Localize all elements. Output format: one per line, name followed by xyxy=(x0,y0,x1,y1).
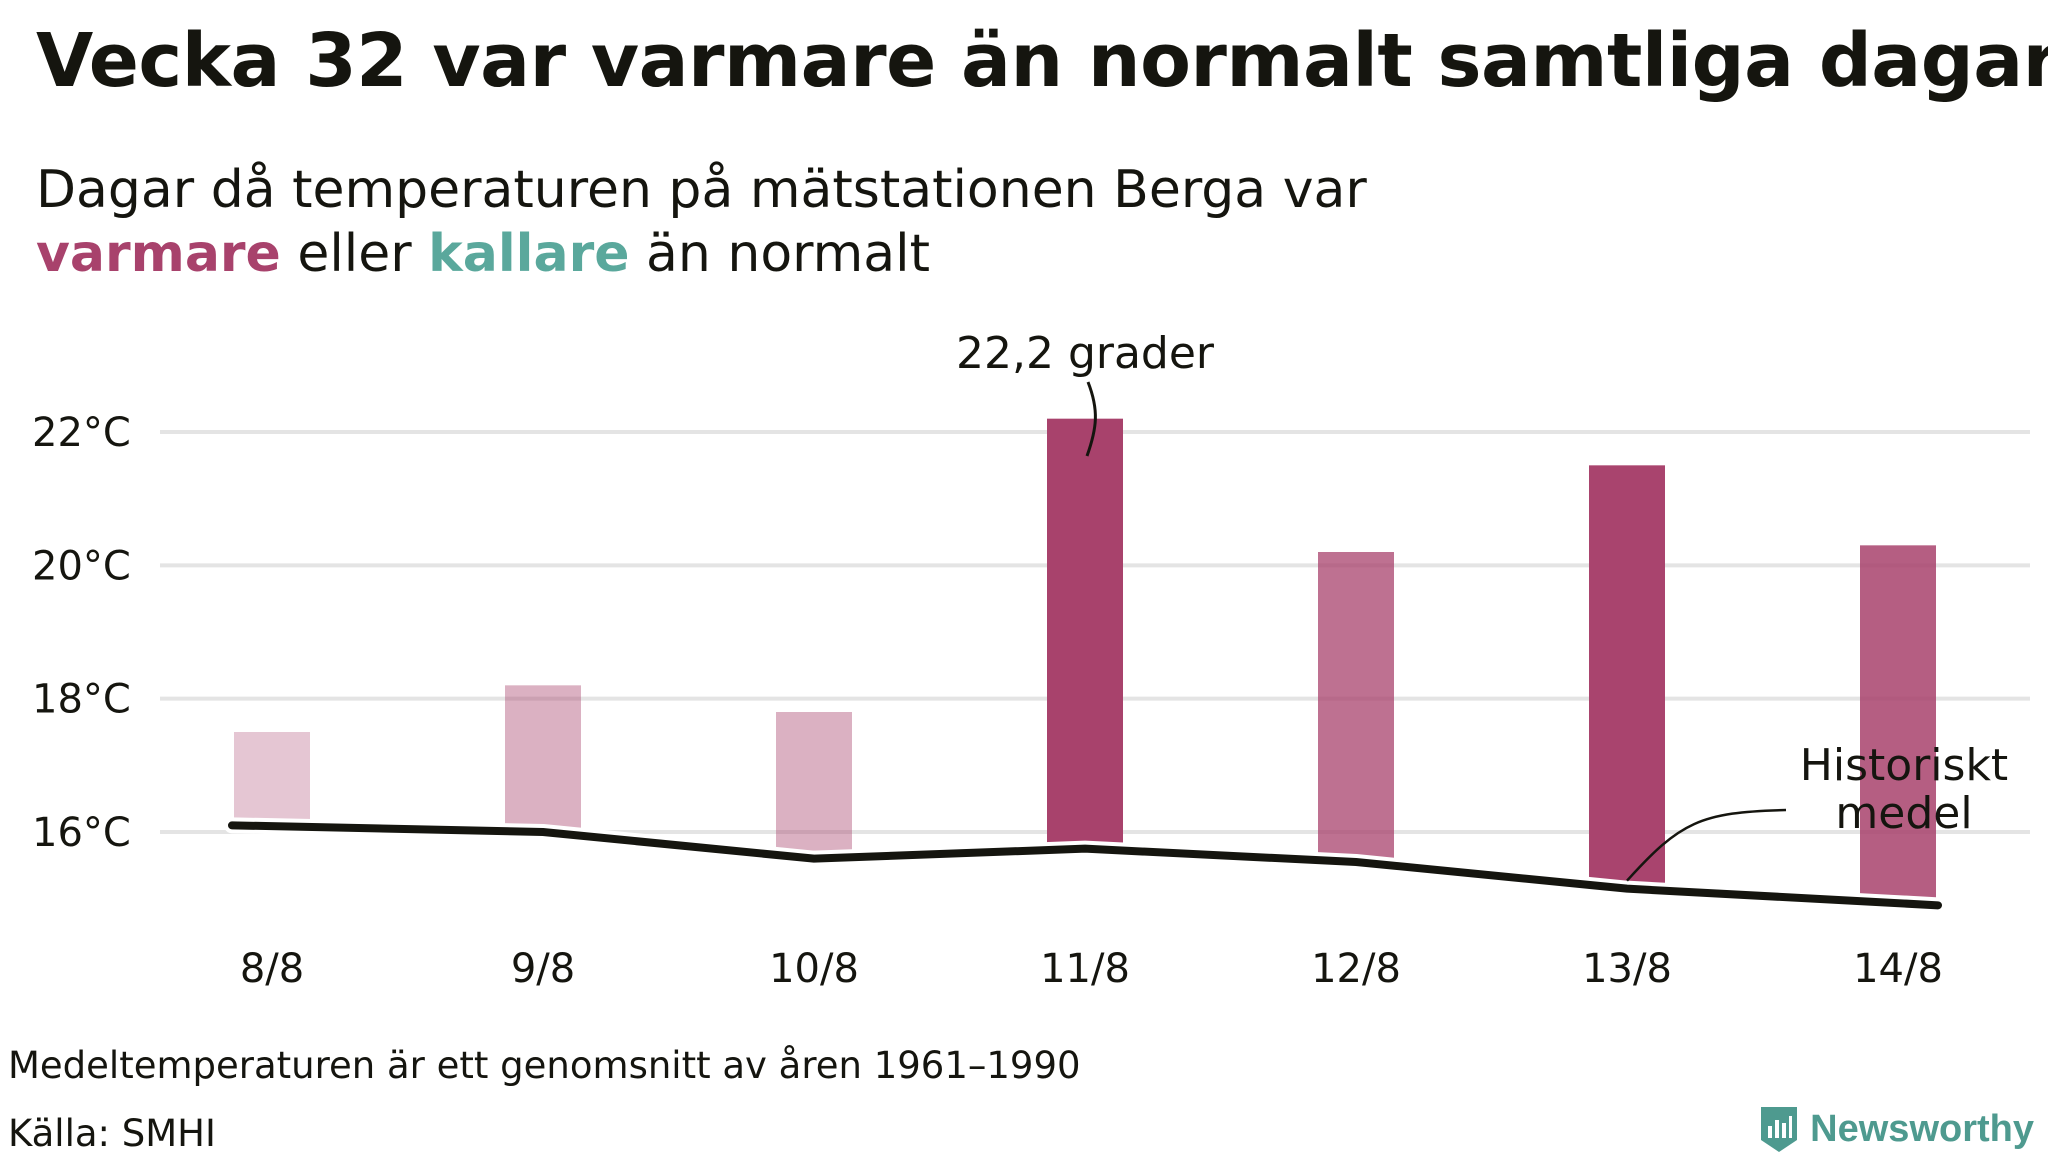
source-note: Källa: SMHI xyxy=(8,1112,216,1155)
x-tick-label: 14/8 xyxy=(1853,946,1943,992)
bar xyxy=(1318,552,1394,862)
chart-title: Vecka 32 var varmare än normalt samtliga… xyxy=(36,18,2048,104)
subtitle-middle: eller xyxy=(297,224,412,284)
historical-label-line-2: medel xyxy=(1835,788,1972,839)
bar xyxy=(1860,545,1936,906)
newsworthy-logo-icon xyxy=(1761,1107,1798,1152)
bar xyxy=(505,685,581,832)
footnote: Medeltemperaturen är ett genomsnitt av å… xyxy=(8,1044,1081,1087)
brand-name: Newsworthy xyxy=(1810,1107,2034,1150)
legend-cold-word: kallare xyxy=(428,224,630,284)
max-annotation: 22,2 grader xyxy=(956,328,1215,379)
max-annotation-leader xyxy=(1085,381,1097,457)
y-tick-label: 18°C xyxy=(32,677,131,723)
x-tick-label: 11/8 xyxy=(1040,946,1130,992)
historical-mean-line xyxy=(228,821,1942,910)
subtitle-end: än normalt xyxy=(646,224,930,284)
legend-warm-word: varmare xyxy=(36,224,281,284)
bar xyxy=(234,732,310,826)
historical-label-leader xyxy=(1626,808,1787,882)
brand-logo: Newsworthy xyxy=(1758,1104,2034,1154)
x-tick-label: 12/8 xyxy=(1311,946,1401,992)
subtitle-line-2: varmare eller kallare än normalt xyxy=(36,222,1367,286)
y-tick-label: 20°C xyxy=(32,543,131,589)
x-tick-label: 10/8 xyxy=(769,946,859,992)
chart-subtitle: Dagar då temperaturen på mätstationen Be… xyxy=(36,158,1367,286)
x-tick-label: 13/8 xyxy=(1582,946,1672,992)
x-tick-label: 9/8 xyxy=(511,946,575,992)
bar xyxy=(776,712,852,859)
historical-label-line-1: Historiskt xyxy=(1800,740,2008,791)
x-tick-label: 8/8 xyxy=(240,946,304,992)
bar xyxy=(1047,418,1123,849)
temperature-chart: 16°C 18°C 20°C 22°C 8/8 9/8 10/8 11/8 12/8 13/8 14… xyxy=(32,328,2030,992)
y-tick-label: 22°C xyxy=(32,410,131,456)
subtitle-line-1: Dagar då temperaturen på mätstationen Be… xyxy=(36,160,1367,220)
bar xyxy=(1589,465,1665,889)
y-tick-label: 16°C xyxy=(32,810,131,856)
